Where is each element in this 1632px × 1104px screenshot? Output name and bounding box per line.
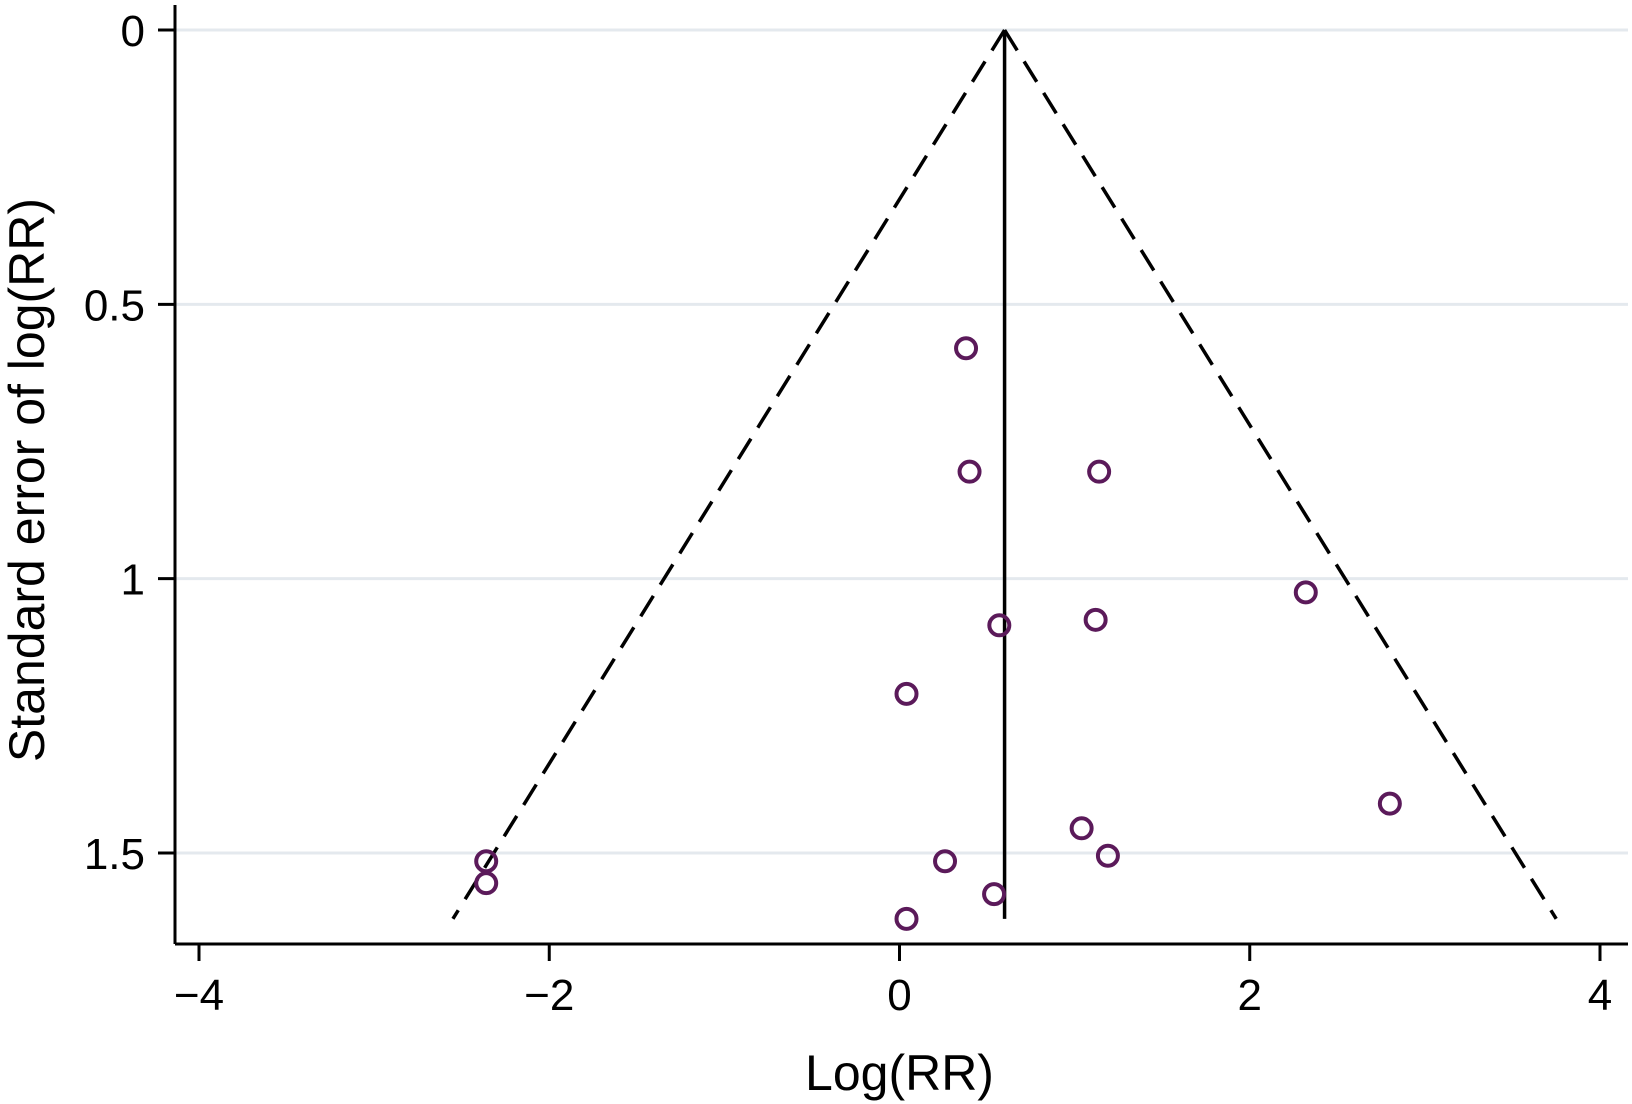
study-point xyxy=(982,882,1007,907)
funnel-bounds xyxy=(451,29,1558,920)
study-point xyxy=(1377,791,1402,816)
y-tick-label: 0 xyxy=(121,7,145,56)
study-point xyxy=(474,871,499,896)
funnel-right-bound xyxy=(1003,29,1558,920)
x-tick-label: −4 xyxy=(174,971,224,1020)
funnel-left-bound xyxy=(451,29,1007,920)
y-tick-label: 1 xyxy=(121,556,145,605)
x-tick-label: −2 xyxy=(524,971,574,1020)
gridlines xyxy=(175,28,1628,855)
x-tick-label: 2 xyxy=(1238,971,1262,1020)
x-axis-ticks: −4 −2 0 2 4 xyxy=(174,944,1612,1020)
study-point xyxy=(1087,459,1112,484)
study-points xyxy=(474,336,1402,931)
axes xyxy=(173,5,1628,946)
x-axis-title: Log(RR) xyxy=(805,1045,994,1101)
y-tick-label: 0.5 xyxy=(84,281,145,330)
y-axis-title: Standard error of log(RR) xyxy=(0,198,55,762)
study-point xyxy=(954,336,979,361)
study-point xyxy=(894,681,919,706)
study-point xyxy=(933,849,958,874)
study-point xyxy=(1095,843,1120,868)
study-point xyxy=(1293,580,1318,605)
study-point xyxy=(1083,607,1108,632)
study-point xyxy=(894,906,919,931)
x-tick-label: 0 xyxy=(887,971,911,1020)
study-point xyxy=(1069,816,1094,841)
x-tick-label: 4 xyxy=(1588,971,1612,1020)
study-point xyxy=(957,459,982,484)
y-axis-ticks: 0 0.5 1 1.5 xyxy=(84,7,175,879)
study-point xyxy=(987,613,1012,638)
y-tick-label: 1.5 xyxy=(84,830,145,879)
